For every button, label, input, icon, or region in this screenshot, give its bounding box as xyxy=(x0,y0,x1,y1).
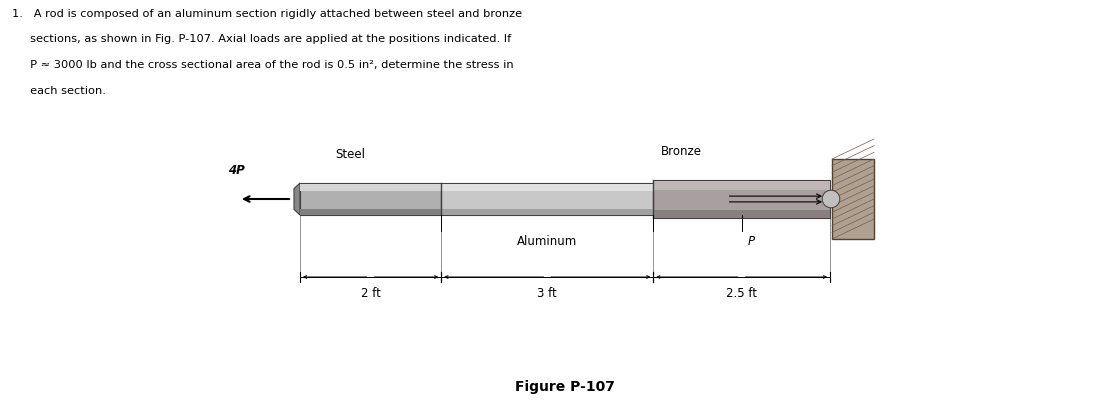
Text: each section.: each section. xyxy=(12,85,106,95)
Text: sections, as shown in Fig. P-107. Axial loads are applied at the positions indic: sections, as shown in Fig. P-107. Axial … xyxy=(12,34,512,45)
Bar xyxy=(654,181,830,189)
Text: P ≈ 3000 lb and the cross sectional area of the rod is 0.5 in², determine the st: P ≈ 3000 lb and the cross sectional area… xyxy=(12,60,514,70)
Bar xyxy=(442,209,654,215)
Text: P: P xyxy=(748,235,755,248)
Text: Steel: Steel xyxy=(334,148,365,161)
Bar xyxy=(832,159,874,239)
Bar xyxy=(299,184,442,191)
Bar xyxy=(442,183,654,215)
Text: 1.   A rod is composed of an aluminum section rigidly attached between steel and: 1. A rod is composed of an aluminum sect… xyxy=(12,9,522,19)
Text: Figure P-107: Figure P-107 xyxy=(515,380,615,394)
Text: Bronze: Bronze xyxy=(661,145,703,158)
Bar xyxy=(654,210,830,218)
Circle shape xyxy=(822,190,839,208)
Text: 2 ft: 2 ft xyxy=(361,287,380,300)
Text: Aluminum: Aluminum xyxy=(517,235,577,248)
Bar xyxy=(442,184,654,191)
Bar xyxy=(299,183,442,215)
Text: 3 ft: 3 ft xyxy=(538,287,557,300)
Polygon shape xyxy=(294,183,299,215)
Text: 2.5 ft: 2.5 ft xyxy=(726,287,757,300)
Bar xyxy=(654,180,830,218)
Text: 4P: 4P xyxy=(227,164,245,177)
Bar xyxy=(299,209,442,215)
